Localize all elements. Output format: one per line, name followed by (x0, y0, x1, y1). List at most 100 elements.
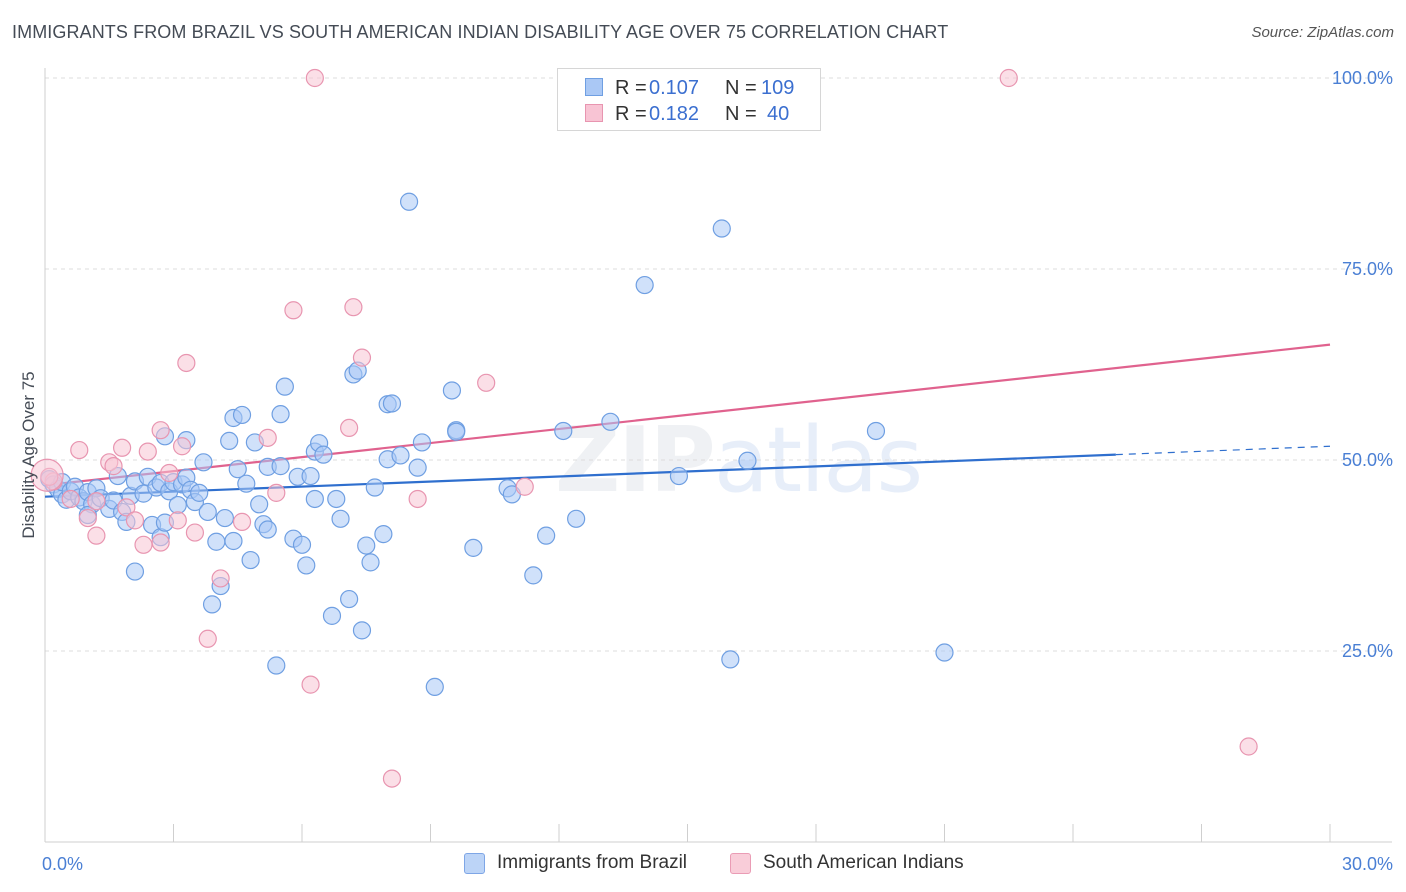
point-south-american-indian (151, 533, 170, 552)
point-brazil (314, 445, 333, 464)
y-tick-label: 25.0% (1342, 641, 1393, 661)
point-brazil (301, 466, 320, 486)
point-south-american-indian (305, 68, 324, 88)
point-brazil (228, 460, 247, 479)
point-brazil (567, 509, 586, 528)
y-tick-label: 50.0% (1342, 450, 1393, 470)
point-brazil (738, 451, 757, 470)
point-brazil (271, 405, 290, 424)
point-brazil (935, 643, 954, 662)
point-south-american-indian (185, 523, 205, 542)
y-tick-label: 100.0% (1332, 68, 1393, 88)
point-brazil (198, 502, 217, 522)
point-south-american-indian (340, 418, 359, 438)
point-brazil (425, 677, 444, 697)
axes (44, 68, 1392, 843)
point-brazil (207, 532, 226, 551)
point-brazil (361, 553, 380, 572)
point-south-american-indian (104, 457, 123, 476)
point-south-american-indian (267, 483, 286, 502)
point-brazil (322, 606, 342, 625)
point-brazil (635, 275, 654, 295)
point-brazil (271, 457, 290, 476)
point-south-american-indian (999, 68, 1018, 88)
point-brazil (712, 219, 731, 238)
point-south-american-indian (134, 535, 153, 554)
y-tick-label: 75.0% (1342, 259, 1393, 279)
point-brazil (305, 489, 324, 509)
point-south-american-indian (301, 675, 320, 694)
point-south-american-indian (70, 440, 89, 460)
point-brazil (601, 412, 620, 431)
point-brazil (669, 466, 689, 486)
point-south-american-indian (177, 353, 196, 373)
point-brazil (866, 421, 886, 441)
point-brazil (190, 483, 209, 502)
point-brazil (327, 489, 346, 509)
point-brazil (202, 595, 222, 614)
point-south-american-indian (168, 511, 187, 530)
point-brazil (365, 478, 384, 497)
point-brazil (168, 495, 187, 515)
data-points (30, 68, 1258, 788)
legend-n-value: 109 (761, 76, 795, 99)
legend-swatch-sai (585, 104, 603, 122)
bottom-legend-label-brazil: Immigrants from Brazil (497, 852, 688, 873)
point-south-american-indian (211, 569, 230, 588)
source-label: Source: ZipAtlas.com (1251, 24, 1394, 41)
point-south-american-indian (160, 463, 179, 483)
point-brazil (382, 394, 402, 413)
point-brazil (412, 433, 432, 452)
bottom-legend-label-sai: South American Indians (763, 852, 964, 873)
point-brazil (721, 650, 740, 669)
point-brazil (241, 550, 260, 570)
point-south-american-indian (284, 301, 303, 320)
trend-line-brazil-extension (1115, 445, 1331, 456)
point-south-american-indian (258, 428, 277, 447)
bottom-legend-swatch-sai (730, 853, 751, 874)
point-south-american-indian (232, 512, 252, 531)
point-brazil (537, 526, 556, 545)
legend-swatch-brazil (585, 78, 603, 96)
legend-n-label: N = (725, 102, 757, 125)
point-south-american-indian (172, 437, 192, 456)
point-south-american-indian (117, 498, 136, 517)
point-brazil (331, 509, 350, 528)
point-brazil (447, 422, 466, 441)
point-brazil (275, 377, 294, 396)
bottom-legend-swatch-brazil (464, 853, 485, 874)
point-south-american-indian (352, 348, 372, 367)
point-south-american-indian (408, 489, 427, 509)
legend-n-label: N = (725, 76, 757, 99)
point-south-american-indian (151, 421, 170, 440)
point-brazil (442, 381, 462, 400)
point-brazil (232, 405, 252, 425)
trend-lines (44, 343, 1331, 498)
point-brazil (554, 421, 573, 441)
point-south-american-indian (78, 508, 97, 528)
point-brazil (399, 192, 419, 211)
legend-r-label: R = (615, 76, 647, 99)
point-south-american-indian (382, 769, 402, 788)
point-brazil (224, 531, 243, 551)
point-brazil (391, 446, 410, 465)
point-south-american-indian (198, 629, 217, 648)
axis-labels: 25.0% 50.0% 75.0% 100.0% 0.0% 30.0% Disability… (19, 68, 1393, 874)
point-south-american-indian (61, 489, 80, 509)
point-brazil (374, 525, 393, 544)
legend-r-value: 0.107 (649, 76, 700, 99)
point-brazil (340, 589, 359, 609)
point-brazil (524, 566, 543, 585)
point-south-american-indian (125, 511, 145, 530)
point-brazil (297, 556, 316, 575)
point-south-american-indian (515, 477, 534, 496)
point-south-american-indian (1239, 737, 1258, 756)
point-brazil (267, 656, 286, 675)
point-cluster-edge (30, 458, 64, 492)
trend-line-south-american-indians (44, 343, 1331, 487)
point-south-american-indian (477, 373, 496, 392)
point-brazil (464, 538, 483, 557)
x-tick-label-min: 0.0% (42, 854, 83, 874)
x-tick-label-max: 30.0% (1342, 854, 1393, 874)
point-south-american-indian (344, 298, 363, 317)
